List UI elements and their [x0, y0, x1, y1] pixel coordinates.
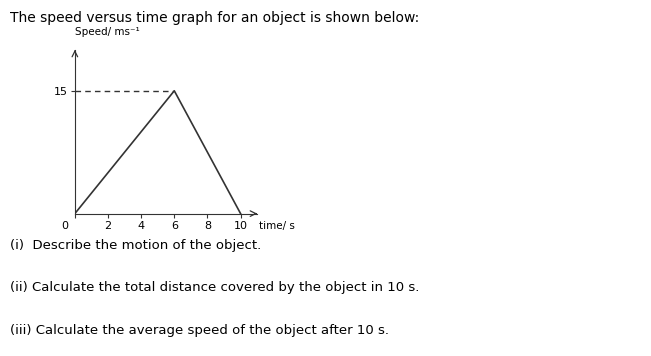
Text: Speed/ ms⁻¹: Speed/ ms⁻¹ [75, 27, 139, 37]
Text: time/ s: time/ s [259, 221, 295, 231]
Text: The speed versus time graph for an object is shown below:: The speed versus time graph for an objec… [10, 11, 419, 25]
Text: (i)  Describe the motion of the object.: (i) Describe the motion of the object. [10, 239, 261, 252]
Text: (iii) Calculate the average speed of the object after 10 s.: (iii) Calculate the average speed of the… [10, 324, 389, 337]
Text: (ii) Calculate the total distance covered by the object in 10 s.: (ii) Calculate the total distance covere… [10, 281, 419, 294]
Text: 0: 0 [61, 221, 68, 231]
